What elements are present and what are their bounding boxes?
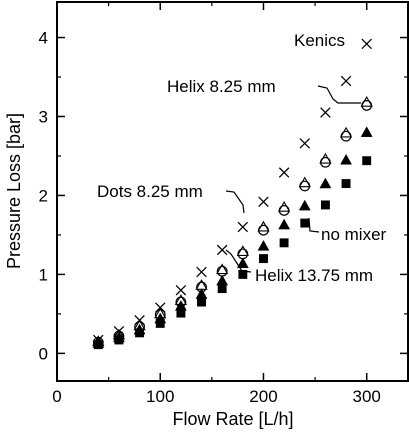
y-tick-label: 4 <box>39 29 48 48</box>
data-point-dots-8-25-mm <box>298 176 311 188</box>
data-point-helix-13-75-mm <box>278 218 291 230</box>
x-tick-label: 0 <box>52 387 61 406</box>
data-point-kenics <box>258 196 269 208</box>
annotation-dots-8-25-mm-leader-line <box>225 190 245 214</box>
y-tick-label: 2 <box>39 186 48 205</box>
x-tick-label: 300 <box>353 387 381 406</box>
data-point-no-mixer <box>93 340 103 350</box>
annotation-no-mixer-leader-line <box>308 217 320 233</box>
data-point-no-mixer <box>279 238 289 248</box>
data-point-kenics <box>320 107 331 118</box>
annotation-kenics-label: Kenics <box>294 31 345 50</box>
data-point-kenics <box>237 221 249 233</box>
data-point-no-mixer <box>300 218 310 228</box>
y-tick-label: 1 <box>39 265 48 284</box>
data-point-helix-13-75-mm <box>236 257 249 269</box>
data-point-no-mixer <box>238 269 248 279</box>
annotation-helix-13-75-mm-label: Helix 13.75 mm <box>255 266 373 285</box>
data-point-kenics <box>361 38 372 50</box>
annotation-helix-13-75-mm-leader-line <box>225 249 252 273</box>
annotation-layer: Kenics Helix 8.25 mm Dots 8.25 mm no mixer H… <box>97 31 387 285</box>
axis-layer: 0 100 200 300 0 1 2 3 4 <box>39 1 409 406</box>
data-point-helix-13-75-mm <box>298 199 311 211</box>
data-point-no-mixer <box>155 318 165 328</box>
plot-frame <box>56 1 409 382</box>
data-point-dots-8-25-mm <box>360 95 373 107</box>
data-point-kenics <box>196 266 207 278</box>
annotation-no-mixer-label: no mixer <box>321 225 387 244</box>
data-point-kenics <box>175 284 187 296</box>
data-point-kenics <box>216 244 228 256</box>
data-point-kenics <box>299 138 311 149</box>
y-tick-label: 3 <box>39 107 48 126</box>
data-point-helix-13-75-mm <box>340 153 352 165</box>
data-point-helix-13-75-mm <box>360 126 373 137</box>
x-tick-label: 100 <box>146 387 174 406</box>
data-point-dots-8-25-mm <box>339 126 353 138</box>
annotation-helix-8-25-mm-label: Helix 8.25 mm <box>167 77 276 96</box>
data-point-no-mixer <box>362 156 372 166</box>
data-point-no-mixer <box>217 284 227 294</box>
x-axis-title: Flow Rate [L/h] <box>172 409 293 429</box>
data-point-dots-8-25-mm <box>257 220 270 232</box>
data-point-no-mixer <box>135 328 145 338</box>
data-point-no-mixer <box>176 308 186 318</box>
data-point-no-mixer <box>341 179 351 189</box>
data-point-helix-13-75-mm <box>257 239 270 251</box>
data-point-dots-8-25-mm <box>216 263 229 275</box>
data-point-no-mixer <box>259 254 268 264</box>
annotation-dots-8-25-mm-label: Dots 8.25 mm <box>97 182 203 201</box>
annotation-helix-8-25-mm-leader-line <box>317 85 361 104</box>
data-point-dots-8-25-mm <box>277 200 291 212</box>
data-point-kenics <box>278 167 290 178</box>
data-point-dots-8-25-mm <box>319 152 332 164</box>
y-axis-title: Pressure Loss [bar] <box>4 113 24 269</box>
data-point-helix-13-75-mm <box>319 177 332 189</box>
data-point-no-mixer <box>320 200 330 210</box>
x-tick-label: 200 <box>249 387 277 406</box>
data-point-no-mixer <box>114 335 124 345</box>
y-tick-label: 0 <box>39 344 48 363</box>
data-point-dots-8-25-mm <box>236 245 249 256</box>
data-point-no-mixer <box>197 297 206 307</box>
marker-layer <box>92 38 373 350</box>
data-point-kenics <box>340 75 352 87</box>
